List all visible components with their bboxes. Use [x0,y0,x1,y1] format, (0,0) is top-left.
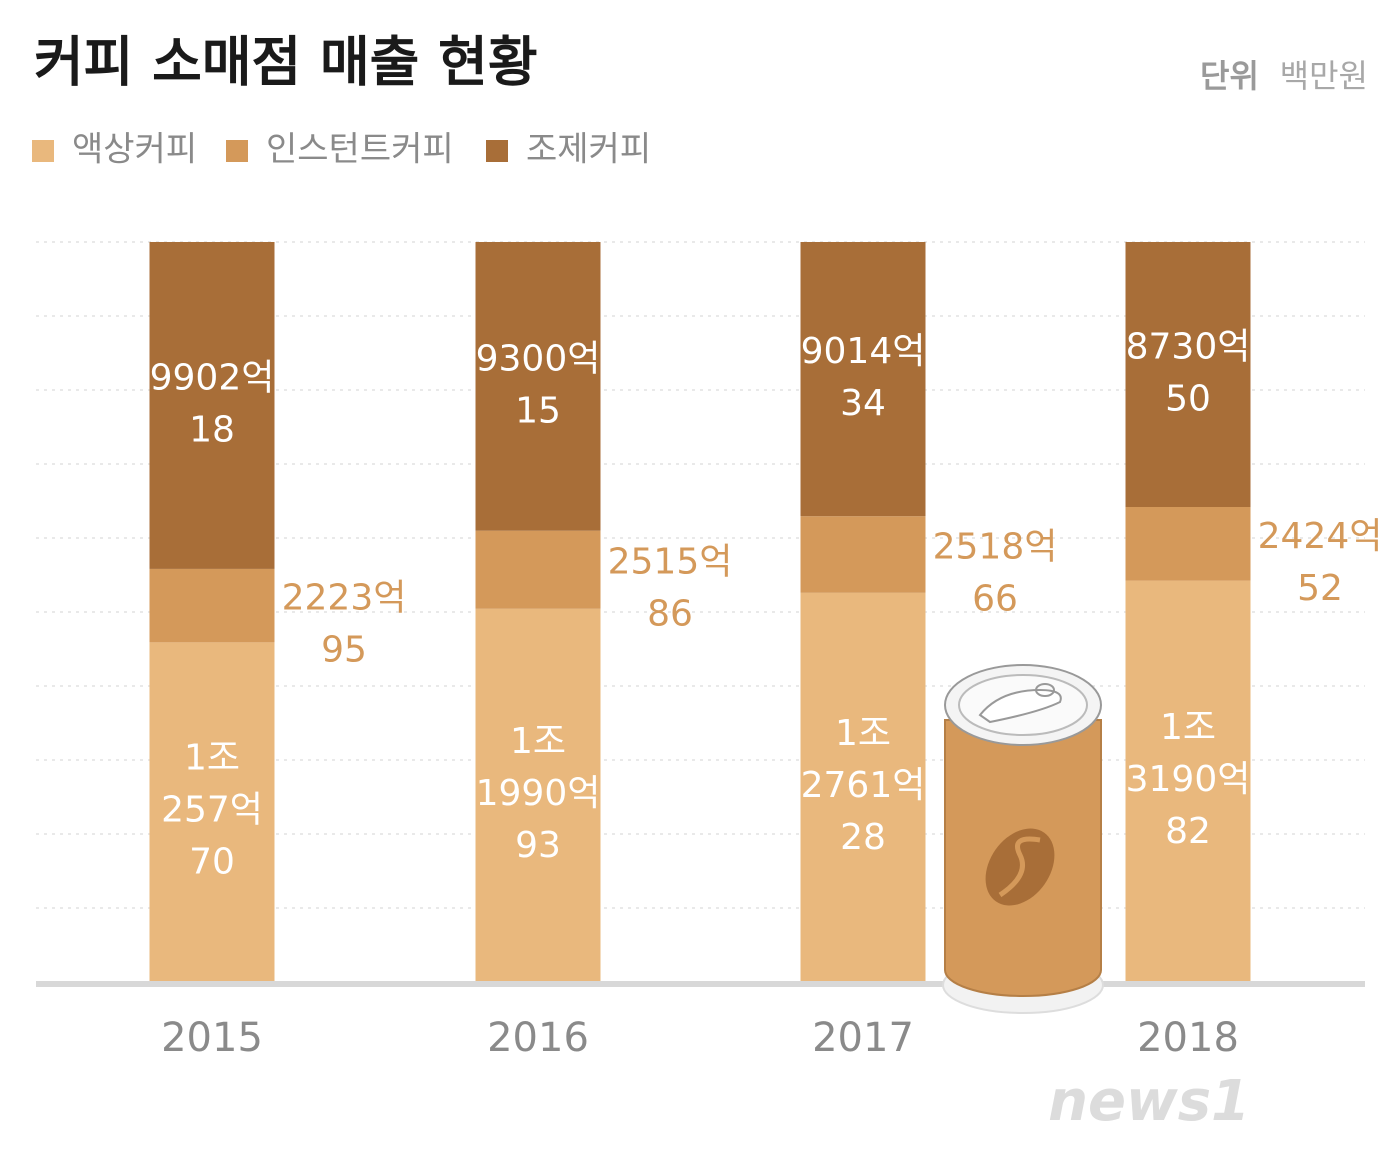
bar-segment [800,516,926,593]
value-label: 8730억 50 [1126,327,1251,420]
value-label: 1조 257억 70 [161,738,263,883]
bars [149,242,1251,981]
value-label: 2424억 52 [1258,516,1383,609]
value-label: 2518억 66 [933,527,1058,620]
unit-label: 단위 [1200,57,1259,95]
value-label: 9014억 34 [801,331,926,424]
bar-segment [475,242,601,531]
watermark: news1 [1048,1069,1250,1134]
grid [36,241,1365,909]
legend-swatch [32,140,54,162]
bar-segment [1125,580,1251,981]
legend-swatch [226,140,248,162]
value-label: 1조 1990억 93 [476,721,601,866]
x-tick-label: 2017 [812,1015,914,1061]
bar-segment [800,592,926,981]
legend-label: 인스턴트커피 [266,130,454,170]
bar-segment [1125,507,1251,581]
bar-segment [149,568,275,643]
legend-swatch [486,140,508,162]
value-label: 1조 3190억 82 [1126,707,1251,852]
bar-segment [475,608,601,981]
bar-segment [475,530,601,609]
x-tick-label: 2015 [161,1015,263,1061]
can-illustration [942,664,1104,1014]
x-tick-label: 2018 [1137,1015,1239,1061]
bar-segment [800,242,926,517]
value-label: 9902억 18 [150,357,275,450]
x-tick-label: 2016 [487,1015,589,1061]
legend-label: 액상커피 [72,130,197,170]
value-label: 2515억 86 [608,542,733,635]
value-label: 1조 2761억 28 [801,713,926,858]
bar-segment [149,242,275,569]
value-label: 9300억 15 [476,338,601,431]
bar-segment [1125,242,1251,508]
legend-label: 조제커피 [526,130,651,170]
unit: 백만원 [1280,57,1368,95]
chart-title: 커피 소매점 매출 현황 [34,31,538,94]
bar-segment [149,642,275,981]
value-label: 2223억 95 [282,578,407,671]
